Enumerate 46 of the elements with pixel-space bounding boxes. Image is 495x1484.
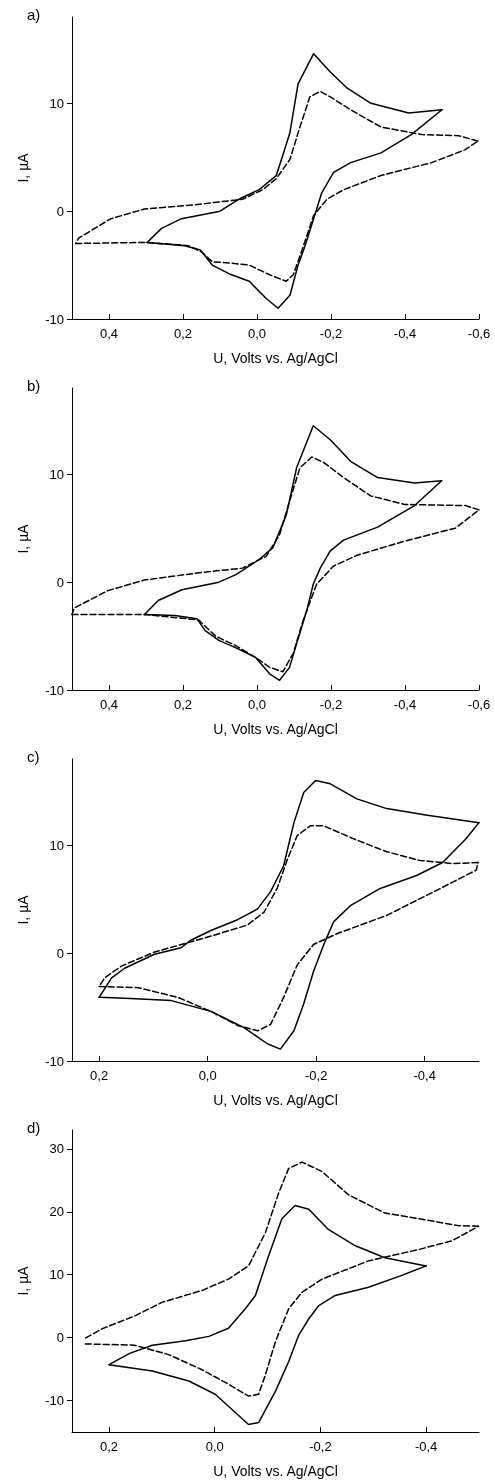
y-tick-label: 0 [56, 203, 64, 219]
y-tick-label: 10 [49, 1267, 64, 1283]
y-tick-label: -10 [45, 1393, 64, 1409]
y-tick-label: -10 [45, 682, 64, 698]
x-tick-label: -0,4 [393, 697, 417, 712]
x-tick-label: -0,6 [467, 326, 491, 341]
x-tick-label: -0,4 [413, 1068, 436, 1083]
x-axis-title: U, Volts vs. Ag/AgCl [213, 721, 338, 737]
y-tick-label: 0 [56, 945, 64, 961]
x-tick-label: -0,4 [393, 326, 417, 341]
x-tick-label: -0,6 [467, 697, 491, 712]
y-tick-label: 10 [49, 837, 64, 853]
x-tick-label: 0,0 [198, 1068, 217, 1083]
x-axis-title: U, Volts vs. Ag/AgCl [213, 1463, 338, 1479]
x-tick-label: 0,0 [205, 1439, 224, 1454]
chart-title: c) [27, 748, 40, 765]
x-axis-title: U, Volts vs. Ag/AgCl [213, 350, 338, 366]
x-axis-title: U, Volts vs. Ag/AgCl [213, 1092, 338, 1108]
x-tick-label: 0,0 [247, 326, 267, 341]
x-tick-label: 0,0 [247, 697, 267, 712]
x-tick-label: 0,2 [90, 1068, 109, 1083]
y-axis-title: I, µA [15, 523, 31, 554]
y-axis-title: I, µA [15, 894, 31, 925]
x-tick-label: 0,2 [99, 1439, 119, 1454]
x-tick-label: -0,2 [309, 1439, 332, 1454]
y-tick-label: 0 [56, 1330, 64, 1346]
y-tick-label: 10 [49, 95, 64, 111]
x-tick-label: 0,4 [99, 697, 119, 712]
y-axis-title: I, µA [15, 152, 31, 183]
x-tick-label: 0,2 [173, 326, 193, 341]
y-tick-label: -10 [45, 1053, 64, 1069]
y-axis-title: I, µA [15, 1265, 31, 1296]
chart-title: b) [27, 377, 41, 394]
x-tick-label: -0,2 [305, 1068, 328, 1083]
x-tick-label: 0,2 [173, 697, 193, 712]
x-tick-label: 0,4 [99, 326, 119, 341]
x-tick-label: -0,4 [414, 1439, 438, 1454]
x-tick-label: -0,2 [319, 326, 343, 341]
y-tick-label: 10 [49, 466, 64, 482]
y-tick-label: -10 [45, 311, 64, 327]
chart-title: d) [27, 1119, 41, 1136]
chart-title: a) [27, 6, 41, 23]
y-tick-label: 0 [56, 574, 64, 590]
y-tick-label: 30 [49, 1141, 64, 1157]
y-tick-label: 20 [49, 1204, 64, 1220]
x-tick-label: -0,2 [319, 697, 343, 712]
